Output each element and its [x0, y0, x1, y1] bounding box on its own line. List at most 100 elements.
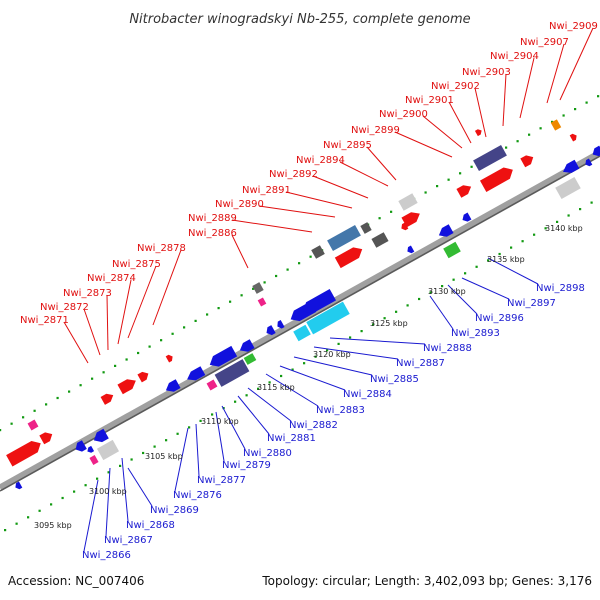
guide-dot: [487, 259, 490, 262]
gene-feature: [401, 212, 420, 228]
reverse-gene-label: Nwi_2884: [343, 389, 392, 400]
gene-feature: [555, 176, 581, 200]
forward-gene-label: Nwi_2878: [137, 243, 186, 254]
guide-dot: [406, 304, 409, 307]
forward-gene-label: Nwi_2874: [87, 273, 136, 284]
leader-line: [106, 294, 109, 351]
gene-feature: [214, 359, 250, 387]
reverse-gene-label: Nwi_2868: [126, 520, 175, 531]
guide-dot: [79, 384, 82, 387]
gene-shape: [6, 440, 41, 467]
leader-line: [312, 175, 369, 199]
guide-dot: [562, 114, 565, 117]
guide-dot: [15, 522, 18, 525]
guide-dot: [125, 358, 128, 361]
reverse-gene-label: Nwi_2869: [150, 505, 199, 516]
reverse-gene-label: Nwi_2896: [475, 313, 524, 324]
forward-gene-label: Nwi_2901: [405, 95, 454, 106]
guide-dot: [165, 439, 168, 442]
guide-dot: [280, 374, 283, 378]
leader-line: [429, 295, 454, 330]
guide-dot: [418, 297, 421, 301]
guide-dot: [521, 240, 524, 243]
gene-feature: [479, 167, 513, 192]
gene-feature: [100, 393, 114, 405]
guide-dot: [114, 364, 117, 367]
leader-line: [519, 57, 535, 119]
guide-dot: [153, 445, 156, 448]
guide-dot: [50, 503, 53, 506]
leader-line: [265, 373, 319, 407]
leader-line: [195, 423, 200, 477]
gene-features: [6, 119, 600, 490]
guide-dot: [10, 422, 13, 425]
guide-dot: [275, 274, 278, 278]
gene-shape: [214, 359, 250, 387]
guide-dot: [96, 477, 99, 480]
gene-shape: [239, 339, 255, 352]
guide-dot: [183, 326, 186, 329]
gene-shape: [474, 129, 482, 137]
guide-dot: [84, 484, 87, 487]
guide-dot: [137, 351, 140, 355]
guide-dot: [470, 165, 473, 168]
leader-line: [447, 284, 478, 315]
forward-gene-label: Nwi_2892: [269, 169, 318, 180]
guide-dot: [268, 381, 271, 384]
guide-dot: [38, 509, 41, 512]
guide-dot: [378, 217, 381, 220]
forward-gene-label: Nwi_2889: [188, 213, 237, 224]
gene-shape: [550, 119, 562, 131]
guide-dot: [194, 319, 197, 322]
label-leaders: [63, 27, 594, 552]
gene-feature: [257, 297, 267, 307]
gene-shape: [327, 224, 361, 252]
leader-line: [293, 356, 373, 376]
gene-shape: [334, 247, 363, 269]
leader-line: [313, 346, 399, 360]
leader-line: [559, 27, 594, 101]
leader-line: [546, 43, 565, 104]
gene-feature: [327, 224, 361, 252]
tick-label: 3140 kbp: [545, 224, 583, 233]
leader-line: [279, 365, 346, 391]
gene-feature: [209, 345, 238, 367]
guide-dot: [516, 140, 519, 143]
guide-dot: [45, 403, 48, 406]
gene-feature: [165, 354, 173, 363]
reverse-gene-label: Nwi_2897: [507, 298, 556, 309]
guide-dot: [176, 432, 179, 435]
leader-line: [174, 427, 189, 492]
gene-shape: [266, 325, 276, 336]
tick-label: 3125 kbp: [370, 319, 408, 328]
gene-feature: [27, 419, 39, 431]
guide-dot: [424, 191, 427, 194]
guide-dot: [452, 278, 455, 281]
gene-feature: [252, 282, 264, 294]
guide-dot: [544, 227, 547, 230]
gene-feature: [520, 155, 534, 168]
guide-dot: [263, 281, 266, 284]
leader-line: [105, 467, 111, 537]
leader-line: [461, 277, 510, 300]
guide-dot: [61, 496, 64, 500]
leader-line: [247, 387, 292, 422]
leader-line: [366, 146, 397, 181]
tick-label: 3095 kbp: [34, 521, 72, 530]
guide-dot: [217, 307, 220, 310]
gene-shape: [473, 144, 507, 172]
guide-dot: [579, 208, 582, 211]
guide-dot: [372, 323, 375, 326]
gene-labels: Nwi_2871 Nwi_2872 Nwi_2873 Nwi_2874 Nwi_2875…: [20, 21, 598, 561]
guide-dot: [22, 416, 25, 419]
reverse-gene-label: Nwi_2882: [289, 420, 338, 431]
forward-gene-label: Nwi_2903: [462, 67, 511, 78]
guide-dot: [142, 451, 145, 455]
tick-label: 3115 kbp: [257, 383, 295, 392]
gene-feature: [165, 379, 181, 392]
guide-dot: [395, 310, 398, 313]
gene-feature: [585, 158, 593, 167]
guide-dot: [528, 133, 531, 136]
guide-dot: [148, 345, 151, 348]
